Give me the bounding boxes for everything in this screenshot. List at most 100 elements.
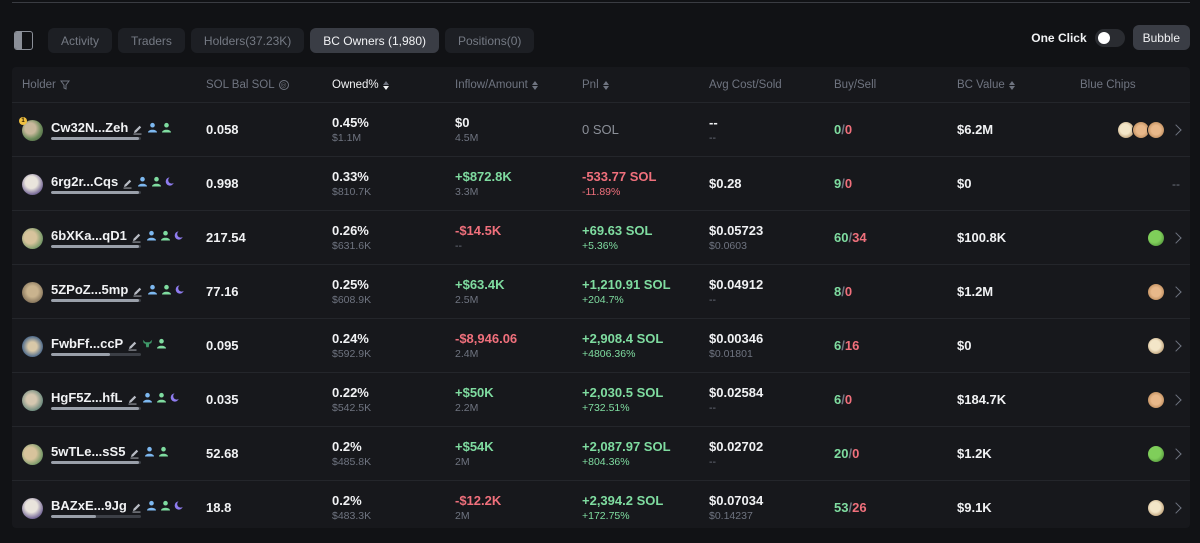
bc-value: $6.2M [957, 122, 994, 137]
owned-value: $1.1M [332, 132, 362, 144]
user-green-icon[interactable] [160, 230, 171, 241]
col-owned[interactable]: Owned% [332, 67, 389, 103]
holder-avatar[interactable] [22, 173, 43, 195]
holder-avatar[interactable] [22, 281, 43, 303]
holder-address[interactable]: BAZxE...9Jg [51, 498, 127, 513]
edit-icon[interactable] [122, 176, 133, 189]
blue-chips-cell[interactable] [1147, 265, 1182, 319]
table-row[interactable]: 5ZPoZ...5mp 77.16 0.25% $608.9K +$63.4K … [12, 265, 1190, 319]
col-sol-bal[interactable]: SOL Bal SOL ◎ [206, 67, 289, 103]
bubble-button[interactable]: Bubble [1132, 25, 1190, 50]
holder-address[interactable]: Cw32N...Zeh [51, 120, 129, 135]
holder-avatar[interactable] [22, 389, 43, 411]
user-green-icon[interactable] [160, 500, 171, 511]
user-green-icon[interactable] [151, 176, 162, 187]
blue-chips-cell[interactable] [1147, 481, 1182, 528]
blue-chips-cell[interactable] [1147, 211, 1182, 265]
col-bc-value[interactable]: BC Value [957, 67, 1015, 103]
chevron-right-icon[interactable] [1170, 394, 1182, 406]
holder-avatar[interactable] [22, 443, 43, 465]
user-icon[interactable] [142, 392, 153, 403]
blue-chips-cell[interactable] [1117, 103, 1182, 157]
moon-icon[interactable] [175, 284, 186, 295]
user-icon[interactable] [146, 500, 157, 511]
holding-bar [51, 191, 141, 194]
holder-address[interactable]: 5ZPoZ...5mp [51, 282, 129, 297]
tab-positions[interactable]: Positions(0) [445, 28, 535, 53]
holder-avatar[interactable] [22, 335, 43, 357]
col-holder[interactable]: Holder [22, 67, 70, 103]
tab-activity[interactable]: Activity [48, 28, 113, 53]
bc-value: $0 [957, 176, 972, 191]
user-icon[interactable] [147, 122, 158, 133]
user-green-icon[interactable] [158, 446, 169, 457]
chevron-right-icon[interactable] [1170, 340, 1182, 352]
col-pnl[interactable]: Pnl [582, 67, 609, 103]
moon-icon[interactable] [174, 500, 185, 511]
table-row[interactable]: HgF5Z...hfL 0.035 0.22% $542.5K +$50K 2.… [12, 373, 1190, 427]
inflow-cell: +$50K 2.2M [455, 373, 494, 427]
owned-percent: 0.45% [332, 115, 369, 130]
bull-icon[interactable] [142, 338, 153, 349]
table-row[interactable]: 5wTLe...sS5 52.68 0.2% $485.8K +$54K 2M … [12, 427, 1190, 481]
holder-avatar[interactable] [22, 227, 43, 249]
one-click-toggle[interactable] [1094, 28, 1125, 47]
blue-chips-cell[interactable] [1147, 319, 1182, 373]
avg-sold: -- [709, 456, 716, 468]
chevron-right-icon[interactable] [1170, 502, 1182, 514]
holder-address[interactable]: FwbFf...ccP [51, 336, 124, 351]
user-icon[interactable] [147, 284, 158, 295]
blue-chips-cell[interactable] [1147, 373, 1182, 427]
holder-avatar[interactable] [22, 497, 43, 519]
table-row[interactable]: 6rg2r...Cqs 0.998 0.33% $810.7K +$872.8K… [12, 157, 1190, 211]
edit-icon[interactable] [132, 284, 143, 297]
tab-traders[interactable]: Traders [118, 28, 185, 53]
buy-sell-separator: / [841, 122, 845, 137]
col-pnl-label: Pnl [582, 79, 599, 91]
edit-icon[interactable] [131, 500, 142, 513]
buy-sell-separator: / [841, 176, 845, 191]
tab-bar: Activity Traders Holders(37.23K) BC Owne… [14, 28, 535, 53]
table-row[interactable]: 6bXKa...qD1 217.54 0.26% $631.6K -$14.5K… [12, 211, 1190, 265]
user-green-icon[interactable] [156, 338, 167, 349]
inflow-cell: -$12.2K 2M [455, 481, 501, 528]
holder-address[interactable]: 6bXKa...qD1 [51, 228, 127, 243]
table-row[interactable]: FwbFf...ccP 0.095 0.24% $592.9K -$8,946.… [12, 319, 1190, 373]
chevron-right-icon[interactable] [1170, 448, 1182, 460]
filter-icon[interactable] [59, 80, 70, 90]
chevron-right-icon[interactable] [1170, 124, 1182, 136]
blue-chips-cell[interactable]: -- [1172, 157, 1180, 211]
edit-icon[interactable] [131, 230, 142, 243]
holder-avatar[interactable]: 1 [19, 116, 43, 141]
moon-icon[interactable] [165, 176, 176, 187]
blue-chips-cell[interactable] [1147, 427, 1182, 481]
edit-icon[interactable] [127, 392, 138, 405]
edit-icon[interactable] [129, 446, 140, 459]
user-icon[interactable] [144, 446, 155, 457]
holder-tags [144, 446, 169, 457]
col-inflow[interactable]: Inflow/Amount [455, 67, 538, 103]
top-divider [12, 0, 1190, 3]
holding-bar-fill [51, 245, 140, 248]
user-green-icon[interactable] [156, 392, 167, 403]
tab-holders[interactable]: Holders(37.23K) [190, 28, 305, 53]
moon-icon[interactable] [170, 392, 181, 403]
holder-address[interactable]: HgF5Z...hfL [51, 390, 123, 405]
user-icon[interactable] [146, 230, 157, 241]
chevron-right-icon[interactable] [1170, 232, 1182, 244]
chevron-right-icon[interactable] [1170, 286, 1182, 298]
edit-icon[interactable] [132, 122, 143, 135]
tab-bc-owners[interactable]: BC Owners (1,980) [310, 28, 439, 53]
holder-address[interactable]: 5wTLe...sS5 [51, 444, 126, 459]
table-body: 1 Cw32N...Zeh 0.058 0.45% $1.1M $0 4.5M … [12, 103, 1190, 528]
moon-icon[interactable] [174, 230, 185, 241]
inflow-value: -$12.2K [455, 493, 502, 508]
table-row[interactable]: 1 Cw32N...Zeh 0.058 0.45% $1.1M $0 4.5M … [12, 103, 1190, 157]
user-icon[interactable] [137, 176, 148, 187]
user-green-icon[interactable] [161, 284, 172, 295]
user-green-icon[interactable] [161, 122, 172, 133]
sidebar-toggle-icon[interactable] [14, 31, 33, 50]
holder-address[interactable]: 6rg2r...Cqs [51, 174, 119, 189]
edit-icon[interactable] [127, 338, 138, 351]
table-row[interactable]: BAZxE...9Jg 18.8 0.2% $483.3K -$12.2K 2M… [12, 481, 1190, 528]
